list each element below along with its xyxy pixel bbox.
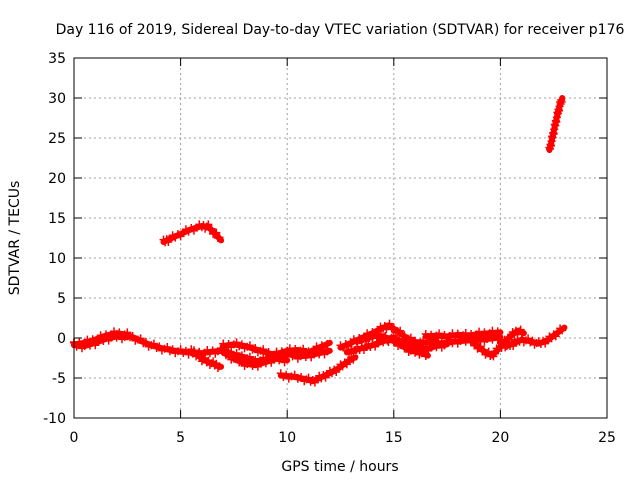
data-point <box>251 344 260 352</box>
data-point <box>259 345 268 354</box>
y-tick-label: 5 <box>57 291 66 307</box>
y-tick-label: 30 <box>48 91 66 107</box>
data-point <box>304 373 313 382</box>
data-point <box>385 319 394 328</box>
tick-labels: 0 5 10 15 20 25 -10 -5 0 5 10 15 20 25 30 35 <box>43 51 616 446</box>
data-point <box>141 338 150 346</box>
x-tick-label: 15 <box>385 430 403 446</box>
data-point <box>120 333 129 341</box>
data-point <box>398 339 407 348</box>
data-point <box>245 341 254 350</box>
x-tick-label: 25 <box>598 430 616 446</box>
data-point <box>280 358 289 367</box>
chart-title: Day 116 of 2019, Sidereal Day-to-day VTE… <box>56 22 625 38</box>
y-tick-label: 20 <box>48 171 66 187</box>
data-point <box>557 98 566 106</box>
x-axis-title: GPS time / hours <box>281 459 398 475</box>
data-point <box>213 364 222 372</box>
data-point <box>381 332 390 340</box>
plot-frame <box>73 57 608 419</box>
y-tick-label: 25 <box>48 131 66 147</box>
data-point <box>207 224 216 233</box>
data-point <box>299 344 308 353</box>
data-point <box>406 333 415 342</box>
y-tick-label: 15 <box>48 211 66 227</box>
data-point <box>149 339 158 348</box>
data-point <box>387 333 396 342</box>
y-tick-label: -10 <box>43 411 66 427</box>
y-tick-label: 35 <box>48 51 66 67</box>
data-point <box>237 351 246 360</box>
x-tick-label: 10 <box>278 430 296 446</box>
y-tick-label: -5 <box>52 371 66 387</box>
data-point <box>501 343 510 352</box>
y-tick-label: 0 <box>57 331 66 347</box>
data-point <box>155 342 164 351</box>
data-point <box>489 352 498 361</box>
data-point <box>493 327 502 336</box>
data-series <box>70 95 568 387</box>
data-point <box>204 220 213 229</box>
data-point <box>421 352 430 360</box>
data-point <box>391 337 400 346</box>
data-point <box>215 362 224 371</box>
data-point <box>396 326 405 335</box>
data-point <box>297 373 306 381</box>
data-point <box>389 323 398 332</box>
data-point <box>212 228 221 237</box>
y-tick-label: 10 <box>48 251 66 267</box>
data-point <box>558 326 567 335</box>
data-point <box>205 225 214 234</box>
data-point <box>516 325 525 334</box>
data-point <box>402 343 411 352</box>
data-point <box>245 352 254 361</box>
data-point <box>323 340 332 348</box>
x-tick-label: 0 <box>70 430 79 446</box>
grid <box>74 58 607 418</box>
data-point <box>419 347 428 356</box>
y-axis-title: SDTVAR / TECUs <box>7 181 23 296</box>
data-point <box>136 334 145 343</box>
data-point <box>290 370 299 379</box>
data-point <box>215 233 224 242</box>
data-point <box>224 347 233 356</box>
data-point <box>400 331 409 340</box>
data-point <box>219 343 228 352</box>
data-point <box>163 343 172 351</box>
data-point <box>232 349 241 357</box>
x-tick-label: 20 <box>491 430 509 446</box>
ticks <box>73 57 608 419</box>
x-tick-label: 5 <box>176 430 185 446</box>
